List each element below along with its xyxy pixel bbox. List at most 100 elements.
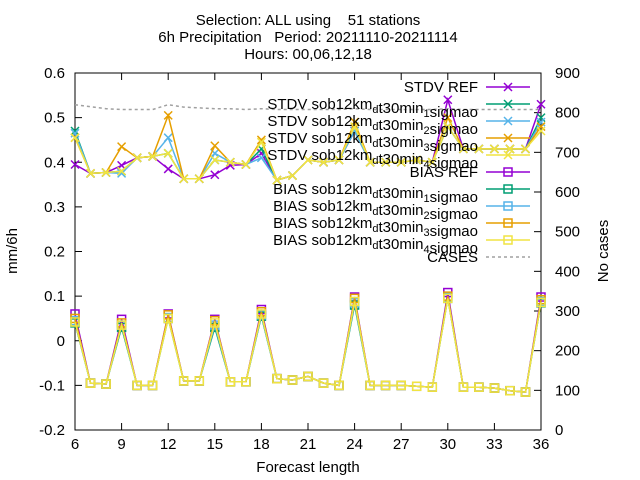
y-tick-label: 0.6 — [44, 65, 65, 82]
y2-tick-label: 500 — [555, 224, 580, 241]
series-4-point — [319, 157, 329, 167]
legend-marker-9 — [503, 235, 513, 245]
legend-entry-8: BIAS sob12kmdt30min3sigmao — [273, 215, 478, 240]
legend-text-part: 3 — [424, 142, 430, 154]
legend-entry-5: BIAS REF — [410, 164, 478, 181]
series-9-point — [380, 380, 391, 391]
legend-text-part: STDV sob12km — [267, 96, 372, 113]
series-9-point — [287, 375, 298, 385]
legend-marker-4 — [503, 150, 513, 160]
legend-text-part: 1 — [424, 108, 430, 120]
series-9-point — [411, 381, 422, 392]
legend-text-part: sigmao — [430, 155, 478, 172]
series-4-point — [86, 168, 96, 178]
series-9-point — [443, 293, 453, 304]
legend-entry-1: STDV sob12kmdt30min1sigmao — [267, 96, 478, 121]
x-tick-label: 33 — [486, 436, 503, 453]
y-tick-label: 0.5 — [44, 110, 65, 127]
series-3-point — [256, 135, 266, 145]
legend-text-part: sigmao — [430, 240, 478, 257]
legend-text-part: t30min — [378, 117, 423, 134]
x-tick-label: 24 — [346, 436, 363, 453]
x-tick-label: 12 — [160, 436, 177, 453]
series-0-point — [536, 99, 546, 109]
series-9-point — [505, 385, 515, 396]
legend-entry-10: CASES — [427, 249, 478, 266]
series-3-point — [210, 141, 220, 151]
series-4-point — [132, 153, 142, 163]
legend-text-part: d — [372, 189, 378, 201]
series-4-point — [117, 166, 127, 176]
legend-text-part: t30min — [378, 202, 423, 219]
y-tick-label: -0.2 — [39, 422, 65, 439]
series-9-point — [489, 383, 500, 393]
y2-tick-label: 400 — [555, 263, 580, 280]
legend-text-part: sigmao — [430, 138, 478, 155]
legend-marker-6 — [503, 184, 513, 194]
series-4-point — [225, 157, 235, 167]
series-9-point — [163, 313, 173, 324]
series-4-point — [505, 144, 515, 154]
y-tick-label: 0.4 — [44, 154, 65, 171]
legend-text-part: 1 — [424, 193, 430, 205]
legend-text-part: d — [372, 104, 378, 116]
legend-text-part: t30min — [378, 134, 423, 151]
legend-text-part: d — [372, 121, 378, 133]
series-line-10 — [74, 103, 541, 111]
series-4-point — [256, 137, 266, 147]
legend-marker-1 — [503, 99, 513, 109]
y2-tick-label: 200 — [555, 343, 580, 360]
series-9-point — [256, 309, 267, 319]
series-4-point — [241, 159, 251, 170]
series-3-point — [163, 110, 173, 120]
y-tick-label: -0.1 — [39, 377, 65, 394]
series-3-point — [443, 113, 453, 123]
series-9-point — [178, 376, 189, 386]
y-axis-label: mm/6h — [4, 228, 21, 274]
series-9-point — [318, 378, 329, 388]
series-9-point — [194, 376, 205, 386]
series-9-point — [101, 379, 111, 389]
y-tick-label: 0.2 — [44, 244, 65, 261]
series-4-point — [520, 144, 530, 154]
series-4-point — [148, 151, 158, 161]
legend-text-part: sigmao — [430, 206, 478, 223]
legend-entry-9: BIAS sob12kmdt30min4sigmao — [273, 232, 478, 257]
legend-text-part: 4 — [424, 159, 430, 171]
legend-text-part: BIAS REF — [410, 164, 478, 181]
series-4-point — [536, 126, 546, 136]
series-9-point — [132, 380, 142, 391]
y2-tick-label: 100 — [555, 382, 580, 399]
legend-text-part: BIAS sob12km — [273, 232, 372, 249]
series-4-point — [194, 174, 204, 184]
legend-text-part: CASES — [427, 249, 478, 266]
series-4-point — [210, 155, 220, 165]
series-4-point — [303, 155, 313, 165]
series-0-point — [163, 164, 173, 174]
x-tick-label: 21 — [300, 436, 317, 453]
x-tick-label: 6 — [71, 436, 79, 453]
legend-text-part: STDV sob12km — [267, 113, 372, 130]
legend-entry-4: STDV sob12kmdt30min4sigmao — [267, 147, 478, 172]
chart-title-line-2: 6h Precipitation Period: 20211110-202111… — [158, 29, 457, 46]
legend-text-part: sigmao — [430, 121, 478, 138]
legend-text-part: d — [372, 240, 378, 252]
legend-marker-2 — [503, 116, 513, 126]
y-tick-label: 0.1 — [44, 288, 65, 305]
y2-tick-label: 700 — [555, 144, 580, 161]
legend-text-part: 2 — [424, 210, 430, 222]
y2-axis-label: No cases — [595, 220, 612, 283]
series-0-point — [210, 170, 220, 180]
legend-text-part: d — [372, 206, 378, 218]
legend-text-part: t30min — [378, 151, 423, 168]
legend-text-part: BIAS sob12km — [273, 181, 372, 198]
x-axis-label: Forecast length — [256, 459, 359, 476]
legend-text-part: sigmao — [430, 223, 478, 240]
legend-text-part: sigmao — [430, 189, 478, 206]
legend-entry-2: STDV sob12kmdt30min2sigmao — [267, 113, 478, 138]
series-3-point — [117, 142, 127, 152]
series-9-point — [520, 387, 531, 397]
series-9-point — [365, 380, 375, 391]
legend-marker-7 — [503, 201, 513, 211]
legend-text-part: t30min — [378, 236, 423, 253]
